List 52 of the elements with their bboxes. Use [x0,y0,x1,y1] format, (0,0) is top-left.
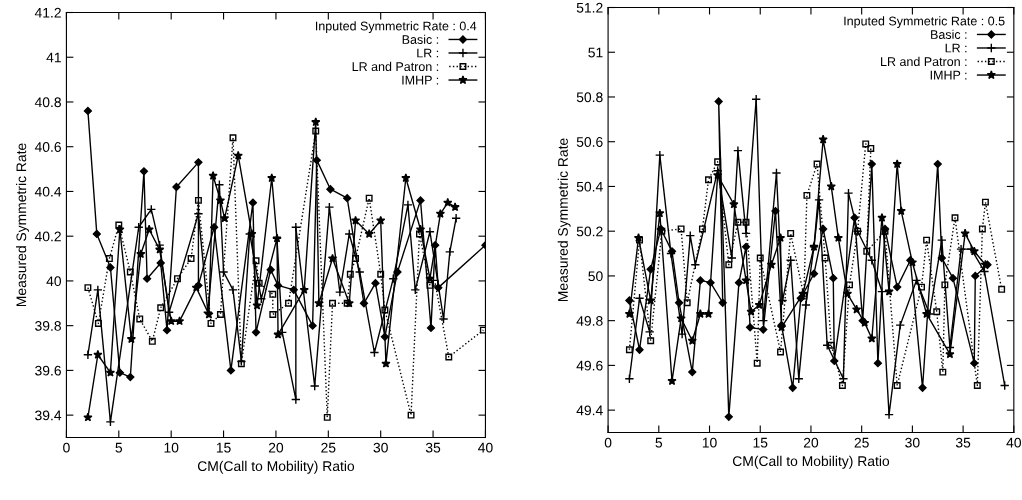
x-tick-label: 25 [854,437,869,448]
y-tick-label: 50.2 [576,226,603,237]
x-tick-label: 0 [63,442,70,453]
x-tick-label: 15 [753,437,768,448]
y-tick-label: 41 [46,52,61,63]
y-tick-label: 49.6 [576,360,603,371]
y-tick-label: 40.4 [34,186,62,197]
x-axis-title: CM(Call to Mobility) Ratio [197,460,355,474]
legend-label: IMHP : [930,70,967,80]
y-tick-label: 49.8 [576,315,603,326]
x-tick-label: 20 [803,437,819,448]
y-tick-label: 41.2 [34,7,61,18]
x-tick-label: 35 [955,437,971,448]
y-tick-label: 50.4 [576,181,603,192]
x-tick-label: 10 [164,442,179,453]
y-tick-label: 39.6 [35,365,61,376]
x-tick-label: 0 [604,437,612,448]
y-axis-title: Measured Symmetric Rate [16,143,29,307]
legend-title: Inputed Symmetric Rate : 0.5 [844,16,1005,28]
x-axis-title: CM(Call to Mobility) Ratio [732,455,890,469]
y-tick-label: 49.4 [576,405,603,416]
legend-label: Basic : [931,29,967,39]
y-tick-label: 51.2 [576,2,603,13]
x-tick-label: 35 [425,442,441,453]
y-axis-title: Measured Symmetric Rate [557,138,571,302]
y-tick-label: 40 [46,276,62,287]
x-tick-label: 25 [321,442,336,453]
x-tick-label: 40 [478,442,493,453]
x-tick-label: 30 [905,437,920,448]
x-tick-label: 40 [1006,437,1022,448]
legend-label: LR : [945,43,967,53]
legend-label: LR and Patron : [881,56,967,67]
y-tick-label: 50.8 [576,92,603,103]
y-tick-label: 50.6 [576,137,603,147]
y-tick-label: 50 [588,271,603,282]
legend-label: LR and Patron : [352,61,439,72]
x-tick-label: 5 [115,442,123,453]
legend-label: IMHP : [402,75,439,85]
legend-title: Inputed Symmetric Rate : 0.4 [315,21,477,33]
y-tick-label: 40.2 [34,231,61,242]
y-tick-label: 40.8 [34,97,61,108]
x-tick-label: 20 [268,442,284,453]
x-tick-label: 5 [655,437,663,448]
legend-label: LR : [417,48,439,58]
legend-label: Basic : [402,34,439,44]
x-tick-label: 15 [216,442,231,453]
x-tick-label: 30 [373,442,388,453]
y-tick-label: 39.4 [35,410,62,421]
y-tick-label: 39.8 [35,320,61,331]
y-tick-label: 51 [588,47,603,58]
y-tick-label: 40.6 [34,142,61,152]
x-tick-label: 10 [702,437,717,448]
